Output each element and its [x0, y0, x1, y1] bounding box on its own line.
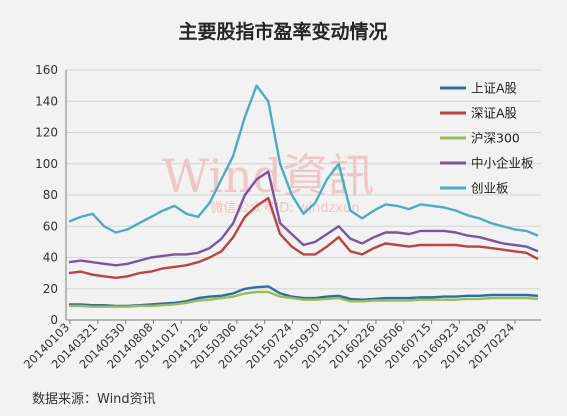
y-tick-label: 20 — [43, 282, 58, 296]
y-tick-label: 160 — [35, 63, 58, 77]
legend-label: 中小企业板 — [471, 156, 534, 171]
data-source: 数据来源：Wind资讯 — [32, 392, 156, 407]
y-tick-label: 120 — [35, 126, 58, 140]
legend-label: 沪深300 — [471, 131, 520, 146]
y-tick-label: 80 — [43, 188, 58, 202]
series-line — [68, 196, 539, 279]
series-line — [68, 84, 539, 237]
watermark-main: Wind資訊 — [162, 149, 374, 203]
series-line — [69, 285, 539, 308]
y-tick-label: 40 — [43, 251, 58, 265]
watermark-sub: 微信公众号ID: windzxun — [210, 201, 359, 216]
legend-label: 深证A股 — [471, 106, 518, 121]
y-tick-label: 100 — [35, 157, 58, 171]
legend-label: 上证A股 — [471, 81, 518, 96]
chart-title: 主要股指市盈率变动情况 — [178, 20, 387, 43]
y-tick-label: 0 — [50, 313, 58, 327]
series-lines — [68, 84, 539, 308]
watermark: Wind資訊 微信公众号ID: windzxun — [162, 149, 374, 216]
series-line — [68, 170, 539, 267]
series-line — [69, 290, 539, 308]
y-axis-ticks: 0 20 40 60 80 100 120 140 160 — [35, 63, 58, 327]
legend-label: 创业板 — [471, 181, 509, 196]
y-tick-label: 60 — [43, 219, 58, 233]
y-tick-label: 140 — [35, 94, 58, 108]
axes — [65, 70, 541, 321]
